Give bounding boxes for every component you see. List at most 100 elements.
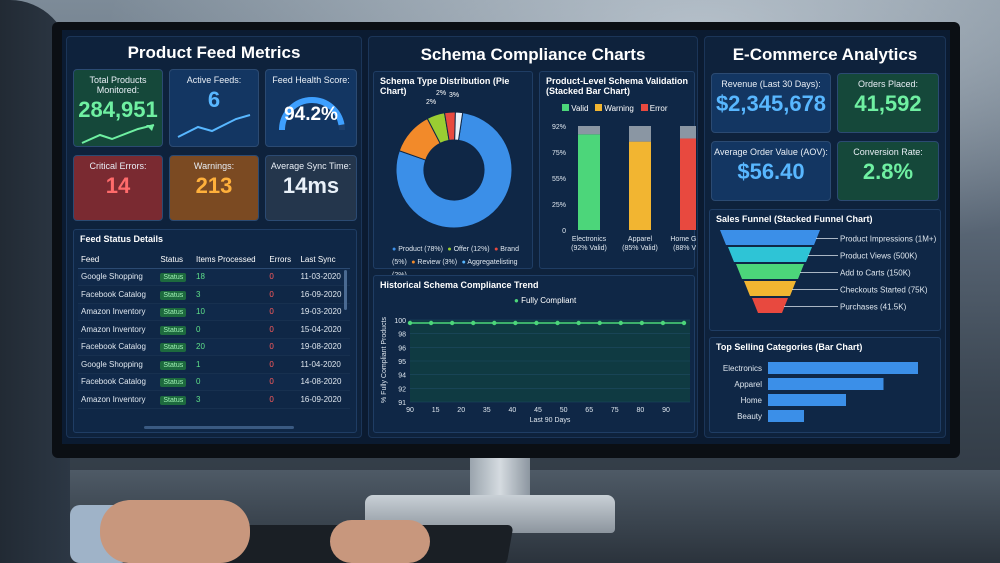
panel-title: Sales Funnel (Stacked Funnel Chart) <box>716 214 873 224</box>
total-products-card[interactable]: Total Products Monitored: 284,951 <box>73 69 163 147</box>
pie-slice-label: 2% <box>436 90 447 97</box>
feed-name-cell: Facebook Catalog <box>78 373 158 391</box>
last-sync-cell: 16-09-2020 <box>297 285 350 304</box>
conversion-rate-card[interactable]: Conversion Rate: 2.8% <box>837 141 939 201</box>
funnel-stage <box>752 298 788 313</box>
x-tick-label: 65 <box>585 407 593 414</box>
table-row[interactable]: Amazon Inventory Status 3 0 16-09-2020 <box>78 390 350 409</box>
right-hand <box>330 520 430 563</box>
table-row[interactable]: Amazon Inventory Status 10 0 19-03-2020 <box>78 303 350 321</box>
card-value: 2.8% <box>862 159 914 184</box>
col-header-errors[interactable]: Errors <box>266 252 298 269</box>
data-point <box>639 320 645 326</box>
feed-name-cell: Facebook Catalog <box>78 338 158 356</box>
orders-placed-card[interactable]: Orders Placed: 41,592 <box>837 73 939 133</box>
y-tick-label: 92% <box>552 124 566 131</box>
last-sync-cell: 19-03-2020 <box>297 303 350 321</box>
data-point <box>576 320 581 326</box>
critical-errors-card[interactable]: Critical Errors: 14 <box>73 155 163 221</box>
table-row[interactable]: Facebook Catalog Status 20 0 19-08-2020 <box>78 338 350 356</box>
col-header-items[interactable]: Items Processed <box>193 252 267 269</box>
legend-item: ● Brand (5%) <box>392 246 519 266</box>
x-tick-label: Electronics <box>572 236 607 243</box>
errors-cell: 0 <box>266 355 298 374</box>
col-header-status[interactable]: Status <box>157 252 194 269</box>
card-value: 284,951 <box>78 97 158 122</box>
data-point <box>449 320 455 326</box>
active-feeds-card[interactable]: Active Feeds: 6 <box>169 69 259 147</box>
feed-status-table: Feed Status Items Processed Errors Last … <box>78 252 350 409</box>
panel-title: Product-Level Schema Validation (Stacked… <box>546 76 689 96</box>
left-hand <box>100 500 250 563</box>
horizontal-scrollbar[interactable] <box>144 426 294 429</box>
data-point <box>681 320 687 326</box>
status-badge: Status <box>160 290 187 300</box>
x-tick-label: Home Goods <box>670 236 696 243</box>
x-tick-label: 15 <box>432 407 440 414</box>
panel-title: Feed Status Details <box>80 234 164 244</box>
x-tick-label: 90 <box>662 407 670 414</box>
bar-apparel <box>629 141 651 230</box>
x-axis-label: Last 90 Days <box>530 417 571 424</box>
donut-hole <box>425 141 483 199</box>
items-processed-cell: 3 <box>193 390 267 409</box>
card-label: Conversion Rate: <box>853 147 923 157</box>
card-value: 14ms <box>282 173 340 198</box>
bar-electronics <box>768 362 918 374</box>
section-title: E-Commerce Analytics <box>732 45 918 64</box>
y-axis-label: % Fully Compliant Products <box>381 317 388 403</box>
legend-item: Valid <box>562 104 588 113</box>
items-processed-cell: 18 <box>193 268 267 286</box>
y-tick-label: 75% <box>552 150 566 157</box>
category-label: Electronics <box>723 364 762 373</box>
errors-cell: 0 <box>266 373 298 391</box>
last-sync-cell: 11-03-2020 <box>297 268 350 286</box>
funnel-stage-label: Product Impressions (1M+) <box>840 235 937 244</box>
warnings-card[interactable]: Warnings: 213 <box>169 155 259 221</box>
average-sync-time-card[interactable]: Average Sync Time: 14ms <box>265 155 357 221</box>
status-cell: Status <box>157 373 194 391</box>
status-cell: Status <box>157 303 194 321</box>
bar-cap-home-goods <box>680 126 696 139</box>
last-sync-cell: 15-04-2020 <box>297 320 350 339</box>
errors-cell: 0 <box>266 320 298 339</box>
y-tick-label: 91 <box>398 400 406 407</box>
schema-compliance-section: Schema Compliance Charts Schema Type Dis… <box>368 36 698 438</box>
table-scrollbar[interactable] <box>344 270 347 310</box>
bar-home-goods <box>680 138 696 230</box>
data-point <box>407 320 413 326</box>
pie-slice-product <box>395 112 513 229</box>
table-row[interactable]: Google Shopping Status 18 0 11-03-2020 <box>78 268 350 286</box>
data-point <box>428 320 434 326</box>
status-badge: Status <box>160 273 187 283</box>
sales-funnel-panel: Sales Funnel (Stacked Funnel Chart) Prod… <box>709 209 941 331</box>
status-badge: Status <box>160 325 187 335</box>
card-value: 41,592 <box>854 91 922 116</box>
col-header-last-sync[interactable]: Last Sync <box>297 252 350 269</box>
status-badge: Status <box>160 343 187 353</box>
pie-slice-label: 2% <box>426 99 437 106</box>
revenue-card[interactable]: Revenue (Last 30 Days): $2,345,678 <box>711 73 831 133</box>
card-value: 213 <box>195 173 233 198</box>
items-processed-cell: 0 <box>193 373 267 391</box>
table-row[interactable]: Amazon Inventory Status 0 0 15-04-2020 <box>78 320 350 339</box>
feed-health-score-card[interactable]: Feed Health Score: 94.2% <box>265 69 357 147</box>
category-label: Beauty <box>737 412 762 421</box>
table-row[interactable]: Facebook Catalog Status 0 0 14-08-2020 <box>78 373 350 391</box>
funnel-stage <box>728 247 812 262</box>
col-header-feed[interactable]: Feed <box>78 252 158 269</box>
feed-status-panel: Feed Status Details Feed Status Items Pr… <box>73 229 357 433</box>
funnel-stage <box>736 264 804 279</box>
legend-item: ● Review (3%) <box>411 259 458 266</box>
funnel-stage <box>720 230 820 245</box>
trend-up-icon <box>177 114 251 138</box>
data-point <box>492 320 497 326</box>
pie-slice-label: 3% <box>449 92 460 99</box>
table-row[interactable]: Facebook Catalog Status 3 0 16-09-2020 <box>78 285 350 304</box>
health-gauge <box>279 97 345 131</box>
y-tick-label: 100 <box>394 318 406 325</box>
stacked-legend: Valid Warning Error <box>562 104 668 113</box>
aov-card[interactable]: Average Order Value (AOV): $56.40 <box>711 141 831 201</box>
card-label: Feed Health Score: <box>272 75 350 85</box>
table-row[interactable]: Google Shopping Status 1 0 11-04-2020 <box>78 355 350 374</box>
